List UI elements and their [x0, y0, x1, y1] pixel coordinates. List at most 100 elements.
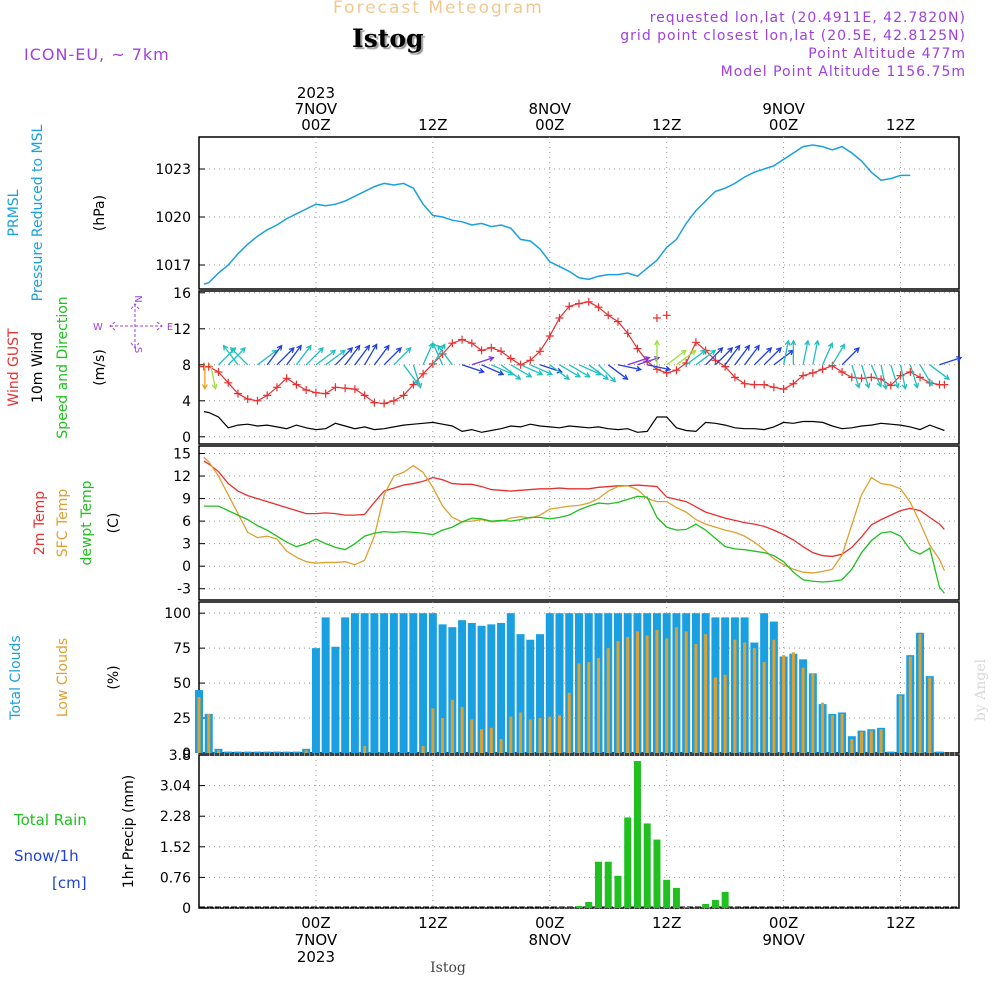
gust-marker: [838, 368, 847, 376]
low-cloud-bar: [519, 712, 523, 753]
low-cloud-bar: [713, 677, 717, 753]
gust-marker: [497, 347, 506, 356]
total-cloud-bar: [506, 613, 515, 753]
gust-marker: [409, 380, 418, 389]
wind-direction-arrow: [422, 341, 434, 366]
pressure-ylabel: (hPa): [92, 195, 108, 231]
temperature-ylabel: dewpt Temp: [79, 480, 95, 565]
wind-direction-arrow: [598, 364, 617, 383]
low-cloud-bar: [723, 674, 727, 753]
total-cloud-bar: [292, 751, 301, 753]
watermark: by Angel: [973, 658, 989, 721]
rain-bar: [614, 875, 622, 908]
temperature-ytick-label: 3: [182, 537, 191, 553]
low-cloud-bar: [665, 638, 669, 753]
low-cloud-bar: [558, 715, 562, 753]
gust-marker: [399, 391, 408, 400]
wind-direction-arrow: [500, 364, 522, 381]
wind-direction-arrow: [685, 349, 707, 366]
wind-direction-arrow: [705, 347, 724, 366]
low-cloud-bar: [762, 662, 766, 753]
low-cloud-bar: [635, 631, 639, 753]
rain-bar: [682, 907, 690, 908]
low-cloud-bar: [743, 642, 747, 753]
gust-marker: [302, 386, 311, 394]
low-cloud-bar: [538, 718, 542, 753]
wind-direction-arrow: [364, 343, 378, 366]
gust-marker: [760, 380, 769, 389]
top-time-label: 8NOV: [528, 100, 571, 118]
wind-direction-arrow: [919, 364, 933, 387]
wind-direction-arrow: [559, 364, 582, 378]
wind-direction-arrow: [744, 344, 760, 366]
rain-bar: [633, 761, 641, 908]
low-cloud-bar: [830, 715, 834, 753]
wind-direction-arrow: [344, 344, 361, 366]
model-label: ICON-EU, ~ 7km: [24, 45, 170, 64]
gust-marker: [828, 361, 837, 370]
wind-direction-arrow: [432, 343, 446, 366]
low-cloud-bar: [918, 634, 922, 753]
wind-direction-arrow: [588, 364, 610, 381]
gust-marker: [594, 303, 603, 312]
gust-marker: [633, 344, 642, 353]
gust-marker: [389, 396, 398, 405]
gust-marker: [282, 374, 291, 383]
wind-ylabel: (m/s): [92, 349, 108, 386]
low-cloud-bar: [801, 667, 805, 753]
gust-marker: [584, 297, 593, 306]
bottom-time-label: 12Z: [652, 914, 681, 932]
temperature-ytick-label: 9: [182, 492, 191, 508]
gust-marker: [652, 314, 661, 322]
precipitation-frame: [198, 754, 960, 909]
low-cloud-bar: [499, 739, 503, 753]
wind-direction-arrow: [510, 364, 533, 378]
gust-marker: [730, 373, 739, 382]
gust-marker: [940, 380, 949, 389]
gust-marker: [672, 366, 681, 375]
total-cloud-bar: [448, 627, 457, 753]
temperature-ytick-label: -3: [177, 582, 191, 598]
gust-marker: [467, 339, 476, 348]
wind-direction-arrow: [383, 347, 402, 366]
wind-direction-arrow: [880, 364, 888, 391]
wind-direction-arrow: [210, 364, 218, 391]
total-cloud-bar: [389, 613, 398, 753]
clouds-ytick-label: 75: [173, 641, 191, 657]
legend-snow: Snow/1h: [14, 847, 79, 865]
chart-title: Forecast Meteogram: [333, 0, 544, 18]
wind-direction-arrow: [647, 364, 672, 372]
top-time-label: 7NOV: [295, 100, 338, 118]
wind-direction-arrow: [860, 364, 871, 389]
precipitation-ytick-label: 3.8: [169, 748, 191, 764]
gust-marker: [263, 391, 272, 400]
model-point-altitude: Model Point Altitude 1156.75m: [720, 64, 966, 80]
total-cloud-bar: [555, 613, 564, 753]
gust-marker: [370, 398, 379, 407]
wind-direction-arrow: [530, 364, 554, 376]
wind-direction-arrow: [734, 344, 751, 366]
bottom-time-label: 00Z: [769, 914, 798, 932]
total-cloud-bar: [370, 613, 379, 753]
top-time-label: 00Z: [301, 116, 330, 134]
grid-coordinates: grid point closest lon,lat (20.5E, 42.81…: [620, 28, 966, 44]
total-cloud-bar: [311, 648, 320, 753]
total-cloud-bar: [467, 622, 476, 753]
wind-direction-arrow: [305, 347, 324, 366]
total-cloud-bar: [224, 751, 233, 753]
wind-direction-arrow: [315, 349, 337, 366]
low-cloud-bar: [460, 706, 464, 753]
total-cloud-bar: [282, 751, 291, 753]
total-cloud-bar: [935, 751, 944, 753]
bottom-time-label: 9NOV: [762, 931, 805, 949]
low-cloud-bar: [470, 719, 474, 753]
clouds-ylabel: Total Clouds: [8, 635, 24, 720]
precipitation-ytick-label: 3.04: [160, 779, 191, 795]
gust-marker: [769, 383, 778, 392]
gust-marker: [565, 302, 574, 311]
total-cloud-bar: [516, 634, 525, 753]
gust-marker: [341, 384, 350, 393]
low-cloud-bar: [304, 750, 308, 753]
top-time-label: 12Z: [652, 116, 681, 134]
rain-bar: [672, 887, 680, 908]
